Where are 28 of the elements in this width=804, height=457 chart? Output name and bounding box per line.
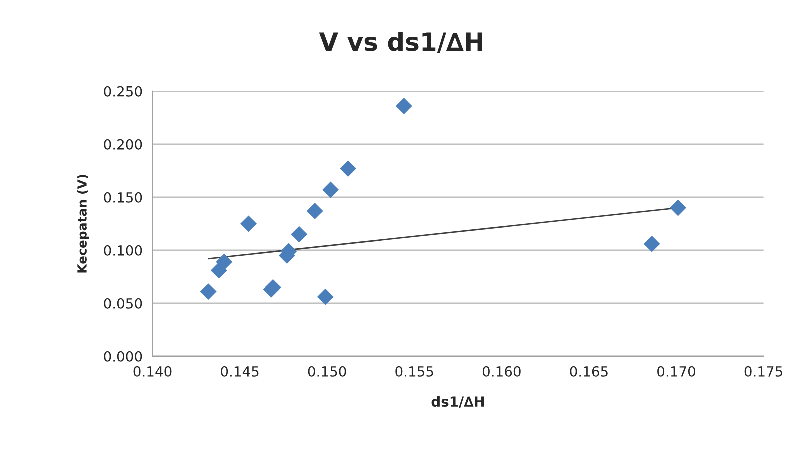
point (200, 284, 217, 300)
point (216, 254, 233, 270)
y-tick-label: 0.050 (104, 298, 142, 309)
y-axis-title: Kecepatan (V) (77, 175, 90, 273)
x-tick-label: 0.155 (396, 366, 434, 377)
point (291, 226, 308, 243)
point (322, 182, 340, 198)
x-tick-label: 0.165 (570, 366, 608, 377)
y-tick-label: 0.150 (104, 192, 142, 203)
x-axis-title: ds1/∆H (432, 396, 484, 408)
x-tick-label: 0.175 (744, 366, 782, 377)
x-tick-label: 0.150 (308, 366, 346, 377)
x-tick-label: 0.170 (658, 366, 696, 377)
y-tick-label: 0.200 (104, 139, 142, 150)
x-tick-label: 0.145 (221, 366, 259, 377)
y-tick-label: 0.000 (104, 351, 142, 362)
y-tick-label: 0.100 (104, 245, 142, 256)
point (644, 236, 660, 252)
x-tick-label: 0.160 (482, 366, 521, 377)
point (670, 200, 686, 216)
point (240, 216, 257, 232)
y-tick-label: 0.250 (104, 86, 142, 97)
point (396, 98, 412, 114)
point (340, 160, 357, 178)
chart-title: V vs ds1/∆H (319, 32, 482, 54)
point (306, 202, 324, 220)
point (317, 288, 334, 306)
x-tick-label: 0.140 (134, 366, 172, 377)
